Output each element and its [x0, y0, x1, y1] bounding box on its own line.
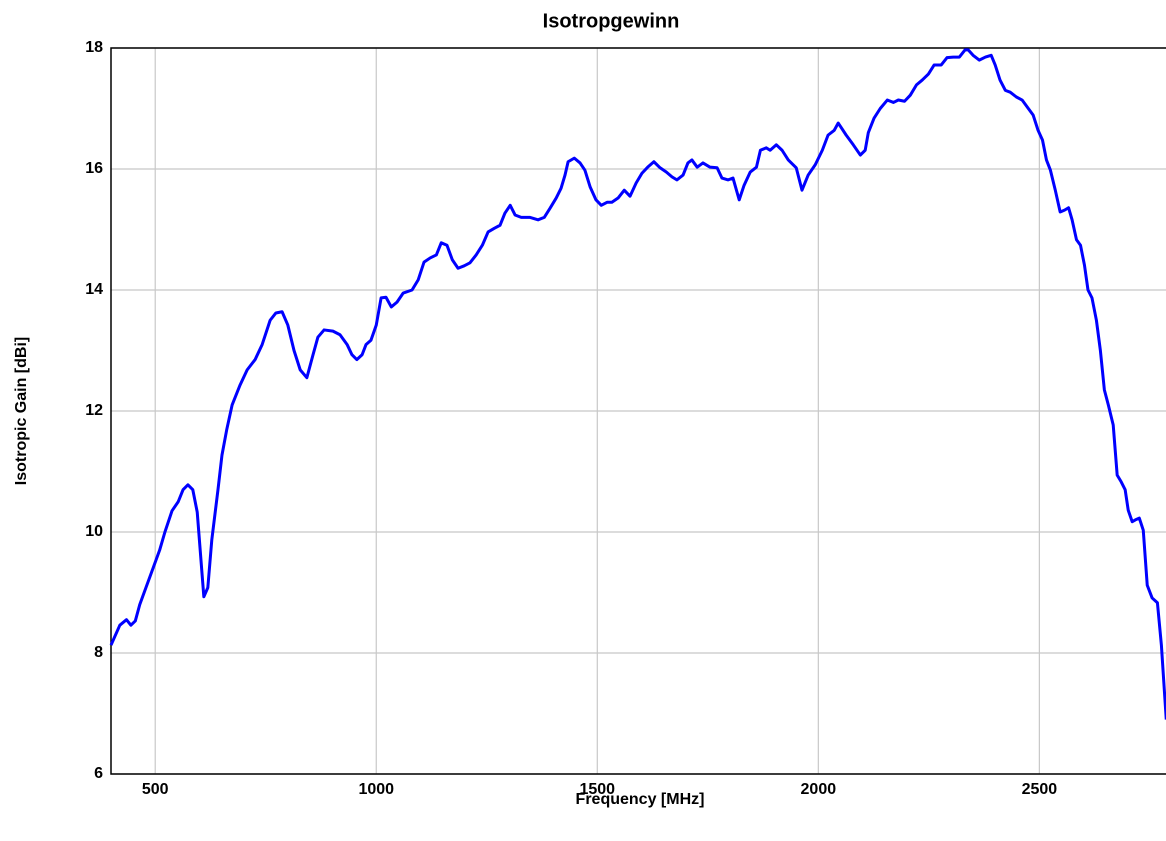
x-tick-label: 1500 [579, 781, 615, 798]
x-tick-label: 2500 [1022, 781, 1058, 798]
y-tick-label: 6 [94, 765, 103, 782]
x-tick-label: 1000 [358, 781, 394, 798]
x-tick-label: 2000 [801, 781, 837, 798]
plot-frame [110, 47, 1166, 775]
y-tick-label: 8 [94, 644, 103, 661]
x-axis-label: Frequency [MHz] [576, 791, 705, 808]
y-tick-label: 16 [85, 160, 103, 177]
chart-title: Isotropgewinn [543, 10, 680, 32]
x-tick-label: 500 [142, 781, 169, 798]
data-line [109, 48, 1166, 720]
y-tick-label: 12 [85, 402, 103, 419]
y-tick-label: 10 [85, 523, 103, 540]
y-tick-label: 18 [85, 39, 103, 56]
y-axis-label: Isotropic Gain [dBi] [13, 337, 30, 485]
y-tick-label: 14 [85, 281, 103, 298]
